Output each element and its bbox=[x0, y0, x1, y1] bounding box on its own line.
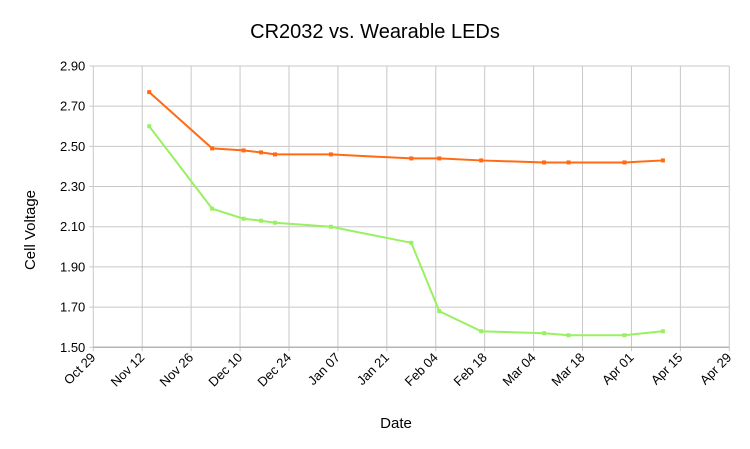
series-group bbox=[147, 90, 665, 338]
series-1-point bbox=[273, 220, 278, 225]
series-0-point bbox=[147, 90, 152, 95]
series-0-point bbox=[210, 146, 215, 151]
y-tick-label: 1.50 bbox=[60, 340, 85, 355]
series-0-point bbox=[259, 150, 264, 155]
series-0-point bbox=[437, 156, 442, 161]
x-tick-label: Dec 10 bbox=[205, 350, 245, 390]
x-tick-label: Apr 01 bbox=[599, 350, 637, 388]
x-tick-label: Dec 24 bbox=[254, 350, 294, 390]
y-axis-label: Cell Voltage bbox=[22, 190, 39, 270]
series-0-point bbox=[409, 156, 414, 161]
series-1-point bbox=[622, 333, 627, 338]
series-0-point bbox=[660, 158, 665, 163]
x-tick-label: Jan 07 bbox=[305, 350, 343, 388]
series-0-point bbox=[328, 152, 333, 157]
grid bbox=[89, 65, 730, 352]
x-tick-label: Feb 04 bbox=[402, 350, 441, 389]
series-0-point bbox=[542, 160, 547, 165]
series-1-point bbox=[660, 329, 665, 334]
series-0-point bbox=[566, 160, 571, 165]
x-tick-label: Nov 12 bbox=[108, 350, 148, 390]
series-0-point bbox=[241, 148, 246, 153]
y-tick-label: 2.30 bbox=[60, 179, 85, 194]
x-tick-label: Nov 26 bbox=[157, 350, 197, 390]
series-0-point bbox=[622, 160, 627, 165]
y-tick-label: 1.70 bbox=[60, 300, 85, 315]
y-tick-label: 1.90 bbox=[60, 259, 85, 274]
series-1-point bbox=[437, 309, 442, 314]
series-1-point bbox=[147, 124, 152, 129]
y-tick-label: 2.90 bbox=[60, 59, 85, 74]
x-axis-ticks: Oct 29 Nov 12 Nov 26 Dec 10 Dec 24 Jan 07 Jan … bbox=[61, 350, 735, 390]
series-1-point bbox=[328, 224, 333, 229]
x-tick-label: Mar 18 bbox=[548, 350, 587, 389]
series-1-point bbox=[479, 329, 484, 334]
series-1-point bbox=[259, 218, 264, 223]
series-1-point bbox=[542, 331, 547, 336]
x-tick-label: Apr 15 bbox=[648, 350, 686, 388]
x-tick-label: Feb 18 bbox=[451, 350, 490, 389]
series-1-point bbox=[210, 206, 215, 211]
x-tick-label: Jan 21 bbox=[354, 350, 392, 388]
x-tick-label: Mar 04 bbox=[500, 350, 539, 389]
series-1-point bbox=[566, 333, 571, 338]
y-tick-label: 2.70 bbox=[60, 99, 85, 114]
chart-title: CR2032 vs. Wearable LEDs bbox=[250, 21, 500, 43]
series-0-point bbox=[273, 152, 278, 157]
y-tick-label: 2.50 bbox=[60, 139, 85, 154]
y-tick-label: 2.10 bbox=[60, 219, 85, 234]
x-tick-label: Apr 29 bbox=[697, 350, 735, 388]
x-tick-label: Oct 29 bbox=[61, 350, 99, 388]
series-1-point bbox=[409, 240, 414, 245]
y-axis-ticks: 1.50 1.70 1.90 2.10 2.30 2.50 2.70 2.90 bbox=[60, 59, 85, 355]
series-0-point bbox=[479, 158, 484, 163]
series-1-point bbox=[241, 216, 246, 221]
x-axis-label: Date bbox=[380, 415, 412, 432]
series-0-line bbox=[148, 91, 663, 164]
